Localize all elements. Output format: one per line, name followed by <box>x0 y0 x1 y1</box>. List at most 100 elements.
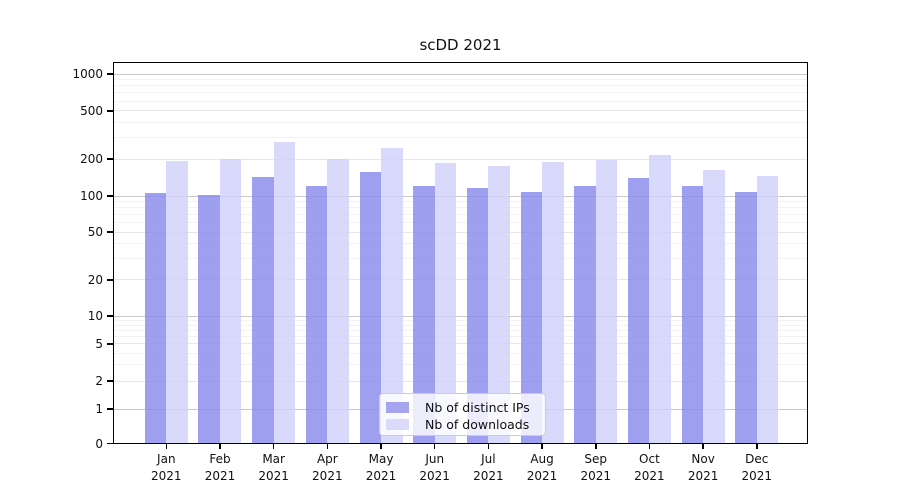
bar-distinct-ips-mar <box>252 177 274 444</box>
gridline-40 <box>113 243 808 245</box>
bar-distinct-ips-oct <box>627 178 650 444</box>
bar-downloads-apr <box>327 159 349 444</box>
y-tick-label-100: 100 <box>80 189 103 203</box>
x-tick-mark-nov <box>702 444 704 449</box>
gridline-60 <box>113 222 808 224</box>
y-tick-mark-1 <box>107 408 113 410</box>
bar-downloads-feb <box>219 159 242 444</box>
x-tick-label-aug: Aug 2021 <box>526 452 558 483</box>
gridline-2 <box>113 380 808 382</box>
x-tick-label-sep: Sep 2021 <box>580 452 611 483</box>
gridline-70 <box>113 214 808 216</box>
bar-downloads-jul <box>488 166 510 444</box>
gridline-90 <box>113 200 808 202</box>
y-tick-label-2: 2 <box>95 374 103 388</box>
gridline-10 <box>113 315 808 317</box>
bar-downloads-sep <box>595 160 618 444</box>
x-tick-label-jan: Jan 2021 <box>151 452 182 483</box>
bar-distinct-ips-aug <box>520 191 543 444</box>
x-tick-mark-jun <box>433 444 436 449</box>
y-tick-label-5: 5 <box>95 336 103 351</box>
bar-distinct-ips-sep <box>574 185 596 444</box>
bar-downloads-jun <box>434 163 457 444</box>
legend-label-downloads: Nb of downloads <box>425 416 530 432</box>
y-tick-mark-10 <box>107 315 113 317</box>
y-tick-label-500: 500 <box>80 103 103 118</box>
x-tick-label-dec: Dec 2021 <box>741 452 773 483</box>
x-tick-label-may: May 2021 <box>365 452 397 483</box>
y-tick-label-1000: 1000 <box>72 67 103 81</box>
y-tick-mark-500 <box>107 109 113 112</box>
x-tick-mark-oct <box>648 444 651 449</box>
gridline-900 <box>113 79 808 81</box>
x-tick-label-nov: Nov 2021 <box>687 452 719 483</box>
gridline-400 <box>113 122 808 124</box>
gridline-30 <box>113 258 808 260</box>
legend-swatch-distinct-ips <box>386 401 409 413</box>
y-tick-label-50: 50 <box>87 225 103 240</box>
gridline-7 <box>113 329 808 331</box>
bar-downloads-jan <box>166 161 188 444</box>
bar-downloads-mar <box>273 142 296 444</box>
gridline-200 <box>113 158 808 160</box>
gridline-20 <box>113 279 808 281</box>
x-tick-mark-sep <box>594 444 597 449</box>
bar-distinct-ips-apr <box>305 185 328 444</box>
x-tick-mark-dec <box>755 444 758 449</box>
x-tick-label-jun: Jun 2021 <box>419 452 450 483</box>
bar-distinct-ips-nov <box>681 185 704 444</box>
x-tick-mark-may <box>380 444 382 449</box>
y-tick-mark-100 <box>107 195 113 197</box>
y-tick-label-1: 1 <box>95 402 103 416</box>
x-tick-label-mar: Mar 2021 <box>258 452 289 483</box>
gridline-100 <box>113 195 808 197</box>
x-tick-label-oct: Oct 2021 <box>634 452 665 483</box>
bar-distinct-ips-dec <box>735 191 757 444</box>
legend-label-distinct-ips: Nb of distinct IPs <box>425 399 530 415</box>
bar-distinct-ips-may <box>359 172 382 444</box>
legend-item-distinct-ips: Nb of distinct IPs <box>386 399 530 415</box>
x-tick-mark-apr <box>326 444 329 449</box>
gridline-6 <box>113 336 808 338</box>
x-tick-mark-aug <box>541 444 543 449</box>
y-tick-label-200: 200 <box>80 152 103 167</box>
bar-distinct-ips-jan <box>144 192 167 444</box>
gridline-700 <box>113 92 808 94</box>
gridline-3 <box>113 364 808 366</box>
legend: Nb of distinct IPs Nb of downloads <box>379 393 546 436</box>
gridline-600 <box>113 100 808 102</box>
bar-downloads-nov <box>703 170 725 444</box>
y-tick-mark-0 <box>107 442 113 445</box>
y-tick-label-20: 20 <box>87 272 103 287</box>
bar-downloads-may <box>381 148 403 444</box>
gridline-300 <box>113 137 808 139</box>
y-tick-mark-5 <box>107 343 113 345</box>
y-tick-label-0: 0 <box>95 436 103 451</box>
x-tick-label-apr: Apr 2021 <box>312 452 343 483</box>
gridline-80 <box>113 207 808 209</box>
legend-swatch-downloads <box>386 418 409 430</box>
y-tick-mark-2 <box>107 380 113 382</box>
x-tick-mark-jul <box>487 444 490 449</box>
legend-item-downloads: Nb of downloads <box>386 416 529 432</box>
x-tick-label-feb: Feb 2021 <box>204 452 236 483</box>
gridline-8 <box>113 324 808 326</box>
y-tick-mark-50 <box>107 231 113 233</box>
bar-distinct-ips-jun <box>413 185 435 444</box>
x-tick-mark-feb <box>219 444 221 449</box>
y-tick-label-10: 10 <box>87 309 103 323</box>
gridline-9 <box>113 319 808 321</box>
gridline-500 <box>113 110 808 112</box>
bar-distinct-ips-feb <box>198 194 220 444</box>
gridline-5 <box>113 343 808 345</box>
y-tick-mark-200 <box>107 158 113 161</box>
gridline-800 <box>113 85 808 87</box>
chart-title: scDD 2021 <box>419 36 502 54</box>
y-tick-mark-20 <box>107 279 113 281</box>
bar-downloads-aug <box>542 161 564 444</box>
gridline-1000 <box>113 73 808 75</box>
bar-downloads-oct <box>649 155 671 444</box>
bar-distinct-ips-jul <box>466 188 489 444</box>
y-tick-mark-1000 <box>107 73 113 75</box>
